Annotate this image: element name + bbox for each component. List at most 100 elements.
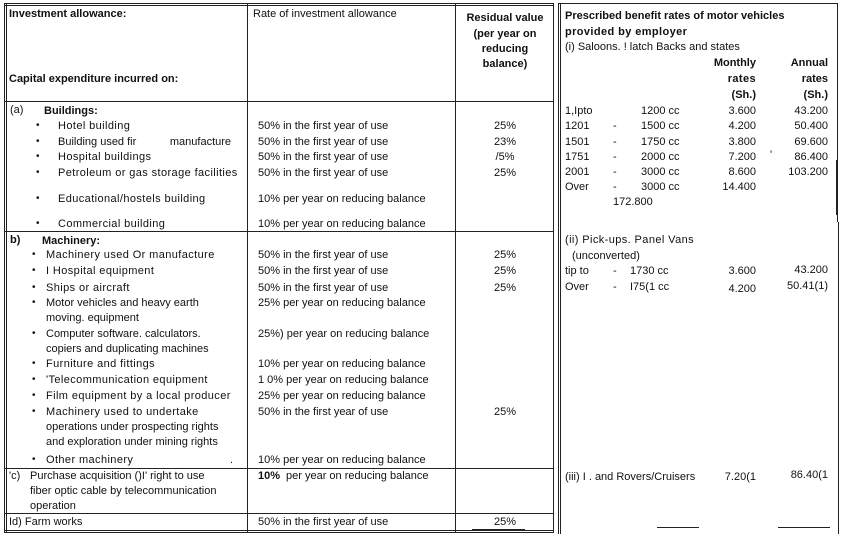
cc-from: Over: [565, 281, 589, 293]
monthly-rate: 14.400: [722, 181, 756, 193]
header-capital-expenditure: Capital expenditure incurred on:: [9, 73, 179, 85]
divider: [4, 5, 553, 6]
vehicles-title: provided by employer: [565, 26, 688, 38]
header-residual-value: reducing: [481, 43, 529, 55]
divider: [4, 530, 553, 531]
divider: [558, 3, 559, 534]
bullet-icon: •: [32, 374, 36, 385]
cc-from: 1,Ipto: [565, 105, 593, 117]
rate-value: 50% in the first year of use: [258, 249, 389, 261]
monthly-rate: 7.200: [728, 151, 756, 163]
list-item: Educational/hostels building: [58, 193, 206, 205]
landrovers-heading: (iii) I . and Rovers/Cruisers: [565, 471, 696, 483]
list-item: Hotel building: [58, 120, 131, 132]
divider: [4, 3, 5, 533]
divider: [4, 513, 553, 514]
list-item: Computer software. calculators.: [46, 328, 201, 340]
rate-value: 25% per year on reducing balance: [258, 297, 426, 309]
cc-to: 1750 cc: [641, 136, 680, 148]
list-item: I Hospital equipment: [46, 265, 155, 277]
bullet-icon: •: [32, 358, 36, 369]
annual-rate: 103.200: [788, 166, 828, 178]
monthly-rate: 7.20(1: [724, 471, 756, 483]
cc-from: 1751: [565, 151, 590, 163]
monthly-rate: 3.600: [728, 105, 756, 117]
list-item: Machinery used to undertake: [46, 406, 199, 418]
list-item: copiers and duplicating machines: [46, 343, 209, 355]
list-item: Furniture and fittings: [46, 358, 156, 370]
rate-value: 50% in the first year of use: [258, 282, 389, 294]
dash: -: [613, 136, 617, 148]
rate-value: 10% per year on reducing balance: [258, 358, 426, 370]
rate-value: 25%) per year on reducing balance: [258, 328, 430, 340]
bullet-icon: •: [32, 265, 36, 276]
rate-value: 10% per year on reducing balance: [258, 193, 426, 205]
cc-to: 1730 cc: [630, 265, 669, 277]
divider: [6, 3, 7, 533]
annual-header: (Sh.): [803, 89, 828, 101]
list-item: Commercial building: [58, 218, 166, 230]
bullet-icon: •: [36, 193, 40, 204]
monthly-rate: 3.800: [728, 136, 756, 148]
section-label: (a): [10, 104, 24, 116]
monthly-header: Monthly: [713, 57, 756, 69]
bullet-icon: •: [36, 167, 40, 178]
pickups-heading: (ii) Pick-ups. Panel Vans: [565, 234, 695, 246]
header-residual-value: Residual value: [466, 12, 544, 24]
list-item: Motor vehicles and heavy earth: [46, 297, 199, 309]
list-item: operations under prospecting rights: [46, 421, 219, 433]
list-item: operation: [30, 500, 76, 512]
list-item: Petroleum or gas storage facilities: [58, 167, 238, 179]
dash: -: [613, 120, 617, 132]
trailing-mark: .: [230, 454, 234, 466]
list-item: Purchase acquisition ()I' right to use: [30, 470, 205, 482]
cc-from: 1201: [565, 120, 590, 132]
bullet-icon: •: [36, 151, 40, 162]
monthly-rate: 4.200: [728, 120, 756, 132]
rate-value: 50% in the first year of use: [258, 265, 389, 277]
cc-from: tip to: [565, 265, 589, 277]
dash: -: [613, 166, 617, 178]
list-item: moving. equipment: [46, 312, 139, 324]
divider: [4, 532, 553, 533]
divider: [4, 231, 553, 232]
section-label: 'c): [9, 470, 21, 482]
annual-header: Annual: [790, 57, 828, 69]
annual-rate: 69.600: [794, 136, 828, 148]
divider: [560, 3, 561, 534]
header-residual-value: (per year on: [473, 28, 537, 40]
section-title: Buildings:: [44, 105, 98, 117]
list-item: and exploration under mining rights: [46, 436, 218, 448]
dash: -: [613, 151, 617, 163]
residual-value: 25%: [493, 406, 517, 418]
monthly-header: rates: [727, 73, 756, 85]
dash: -: [613, 265, 617, 277]
rate-value: per year on reducing balance: [286, 470, 429, 482]
residual-value: /5%: [495, 151, 515, 163]
divider: [4, 101, 553, 102]
annual-rate: 86.40(1: [790, 469, 828, 481]
rate-value: 50% in the first year of use: [258, 120, 389, 132]
divider: [247, 3, 248, 533]
bullet-icon: •: [32, 297, 36, 308]
annual-rate: 43.200: [794, 264, 828, 276]
cc-from: Over: [565, 181, 589, 193]
list-item: Ships or aircraft: [46, 282, 130, 294]
dash: -: [613, 181, 617, 193]
residual-value: 25%: [493, 167, 517, 179]
rate-value: 50% in the first year of use: [258, 516, 389, 528]
header-rate: Rate of investment allowance: [253, 8, 397, 20]
saloons-heading: (i) Saloons. ! latch Backs and states: [565, 41, 740, 53]
rate-value: 1 0% per year on reducing balance: [258, 374, 429, 386]
bullet-icon: •: [32, 406, 36, 417]
cc-to: 3000 cc: [641, 181, 680, 193]
residual-value: 25%: [493, 249, 517, 261]
rate-value-bold: 10%: [258, 470, 281, 482]
monthly-rate: 4.200: [728, 283, 756, 295]
annual-rate: 43.200: [794, 105, 828, 117]
list-item: Building used fir manufacture: [58, 136, 232, 148]
monthly-header: (Sh.): [731, 89, 756, 101]
header-residual-value: balance): [482, 58, 528, 70]
dash: -: [613, 281, 617, 293]
